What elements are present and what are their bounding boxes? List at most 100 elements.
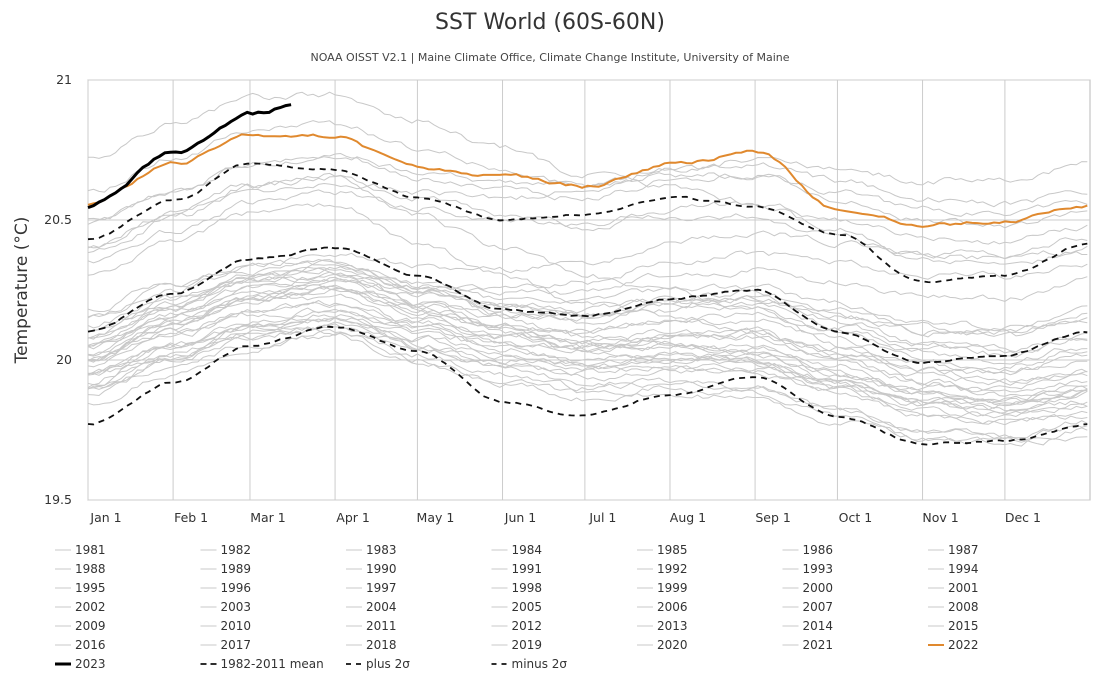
series-line-2018 [87, 189, 1088, 264]
series-line-1994 [87, 301, 1088, 376]
legend-label: 2009 [75, 619, 106, 633]
legend-item[interactable]: 2019 [491, 638, 543, 652]
legend-label: 1982-2011 mean [221, 657, 324, 671]
series-line-2004 [87, 267, 1088, 358]
legend-item[interactable]: 2004 [346, 600, 397, 614]
legend-item[interactable]: 1993 [782, 562, 834, 576]
legend-item[interactable]: 2005 [491, 600, 543, 614]
legend-item[interactable]: 1988 [55, 562, 106, 576]
legend-item[interactable]: 1999 [637, 581, 688, 595]
series-line-2013 [87, 259, 1088, 332]
series-line-1982 [87, 327, 1088, 447]
legend-label: 2014 [803, 619, 834, 633]
y-tick-label: 19.5 [44, 492, 72, 507]
legend-item[interactable]: 2016 [55, 638, 106, 652]
series-line-1984 [87, 321, 1088, 439]
legend-label: 1988 [75, 562, 106, 576]
legend-item[interactable]: 2011 [346, 619, 397, 633]
series-line-2023 [87, 103, 292, 210]
series-line-1990 [87, 299, 1088, 393]
legend-item[interactable]: 2012 [491, 619, 543, 633]
x-tick-label: Aug 1 [670, 510, 706, 525]
legend-label: 1982 [221, 543, 252, 557]
x-tick-label: Sep 1 [755, 510, 791, 525]
series-line-2022 [87, 133, 1088, 228]
y-axis-label: Temperature (°C) [12, 217, 32, 365]
series-line-1987 [87, 284, 1088, 365]
series-line-1995 [87, 272, 1088, 403]
legend-label: 2004 [366, 600, 397, 614]
legend-item[interactable]: 1986 [782, 543, 834, 557]
legend-label: 1993 [803, 562, 834, 576]
legend-item[interactable]: 2017 [200, 638, 252, 652]
y-tick-label: 21 [56, 72, 72, 87]
legend-item[interactable]: 2007 [782, 600, 834, 614]
x-tick-label: Apr 1 [336, 510, 370, 525]
series-line-2016 [88, 91, 1088, 260]
legend-item[interactable]: 1996 [200, 581, 252, 595]
legend-label: 1985 [657, 543, 688, 557]
y-tick-label: 20.5 [44, 212, 72, 227]
legend-item[interactable]: 2001 [928, 581, 979, 595]
grid [87, 79, 1091, 501]
legend-item[interactable]: plus 2σ [346, 657, 410, 671]
legend-item[interactable]: 1990 [346, 562, 397, 576]
legend-item[interactable]: 1997 [346, 581, 397, 595]
legend-label: 2006 [657, 600, 688, 614]
x-tick-label: Jun 1 [504, 510, 536, 525]
legend-item[interactable]: 2002 [55, 600, 106, 614]
legend-item[interactable]: 2003 [200, 600, 252, 614]
series-line-2006 [87, 284, 1088, 347]
series-line-2009 [87, 267, 1088, 346]
legend-item[interactable]: 2013 [637, 619, 688, 633]
x-tick-label: Oct 1 [839, 510, 873, 525]
legend-label: 2021 [803, 638, 834, 652]
legend-item[interactable]: 2000 [782, 581, 834, 595]
legend-item[interactable]: 1985 [637, 543, 688, 557]
legend-item[interactable]: 1983 [346, 543, 397, 557]
legend-item[interactable]: 2014 [782, 619, 834, 633]
legend-item[interactable]: 2009 [55, 619, 106, 633]
series-line-1986 [87, 317, 1088, 412]
legend-item[interactable]: minus 2σ [491, 657, 568, 671]
legend-item[interactable]: 1987 [928, 543, 979, 557]
legend-label: 2020 [657, 638, 688, 652]
legend-item[interactable]: 2006 [637, 600, 688, 614]
legend-label: 2005 [512, 600, 543, 614]
legend-label: 1983 [366, 543, 397, 557]
legend-item[interactable]: 1992 [637, 562, 688, 576]
legend-item[interactable]: 2010 [200, 619, 252, 633]
legend-item[interactable]: 1984 [491, 543, 543, 557]
legend-label: 1999 [657, 581, 688, 595]
legend-item[interactable]: 2022 [928, 638, 979, 652]
legend-label: 1998 [512, 581, 543, 595]
statistic-series [87, 162, 1088, 446]
legend-label: 2022 [948, 638, 979, 652]
x-tick-label: Jan 1 [89, 510, 121, 525]
legend-label: 2000 [803, 581, 834, 595]
legend-item[interactable]: 1989 [200, 562, 252, 576]
legend-item[interactable]: 1991 [491, 562, 543, 576]
historical-series [87, 91, 1088, 447]
legend-item[interactable]: 2008 [928, 600, 979, 614]
legend-item[interactable]: 1982 [200, 543, 252, 557]
chart-subtitle: NOAA OISST V2.1 | Maine Climate Office, … [310, 51, 789, 64]
series-line-2001 [87, 285, 1088, 371]
legend-item[interactable]: 1982-2011 mean [200, 657, 324, 671]
legend-item[interactable]: 1994 [928, 562, 979, 576]
legend-item[interactable]: 1981 [55, 543, 106, 557]
legend-item[interactable]: 2018 [346, 638, 397, 652]
legend-item[interactable]: 2023 [55, 657, 106, 671]
legend-item[interactable]: 2021 [782, 638, 834, 652]
series-line-2011 [87, 309, 1088, 391]
legend-item[interactable]: 1998 [491, 581, 543, 595]
legend-label: minus 2σ [512, 657, 568, 671]
legend-item[interactable]: 2015 [928, 619, 979, 633]
series-line-2015 [87, 156, 1088, 254]
x-tick-label: Nov 1 [922, 510, 958, 525]
legend-item[interactable]: 1995 [55, 581, 106, 595]
legend-item[interactable]: 2020 [637, 638, 688, 652]
x-tick-label: Feb 1 [174, 510, 208, 525]
series-line-2007 [87, 258, 1088, 419]
